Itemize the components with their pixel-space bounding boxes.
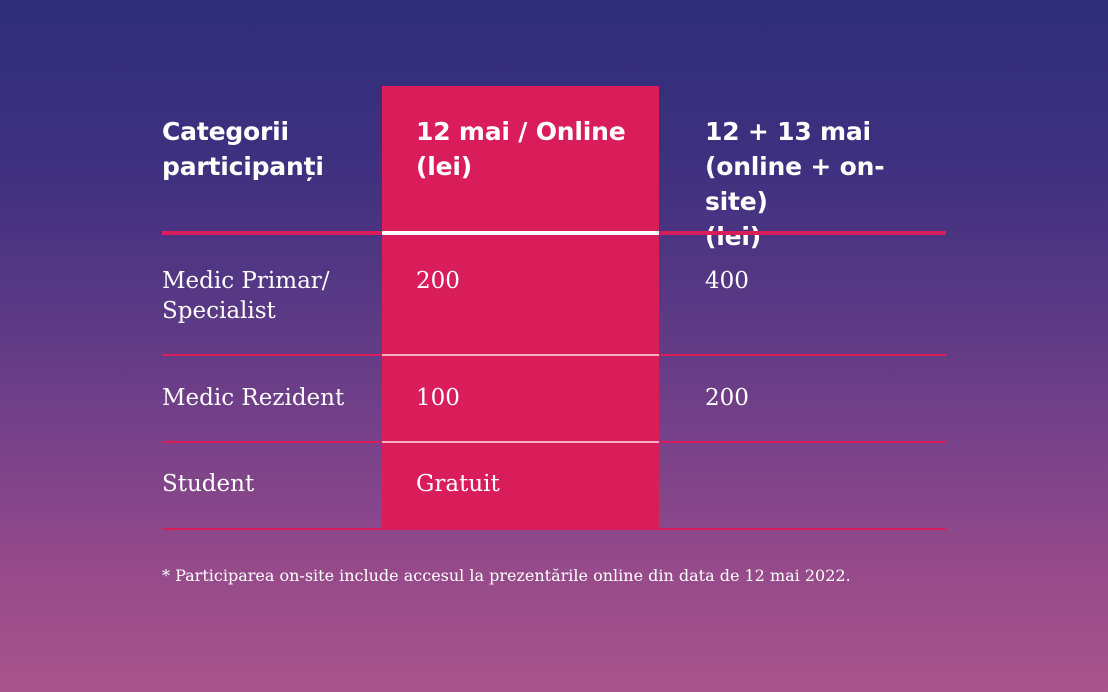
row-price-online: 200 [416, 268, 460, 294]
row-divider [162, 441, 946, 443]
row-price-online: Gratuit [416, 471, 500, 497]
pricing-table: Categorii participanți 12 mai / Online (… [162, 86, 946, 532]
highlight-column-online [382, 86, 659, 530]
row-category: Medic Primar/ Specialist [162, 268, 330, 324]
row-price-online: 100 [416, 385, 460, 411]
footnote: * Participarea on-site include accesul l… [162, 566, 851, 585]
row-price-onsite: 200 [705, 385, 749, 411]
header-online: 12 mai / Online (lei) [416, 117, 626, 181]
header-online-onsite: 12 + 13 mai (online + on-site) (lei) [705, 117, 885, 251]
row-category: Medic Rezident [162, 385, 345, 411]
row-price-onsite: 400 [705, 268, 749, 294]
header-divider [162, 231, 946, 235]
row-category: Student [162, 471, 255, 497]
table-bottom-divider [162, 528, 946, 530]
row-divider [162, 354, 946, 356]
header-category: Categorii participanți [162, 117, 324, 181]
